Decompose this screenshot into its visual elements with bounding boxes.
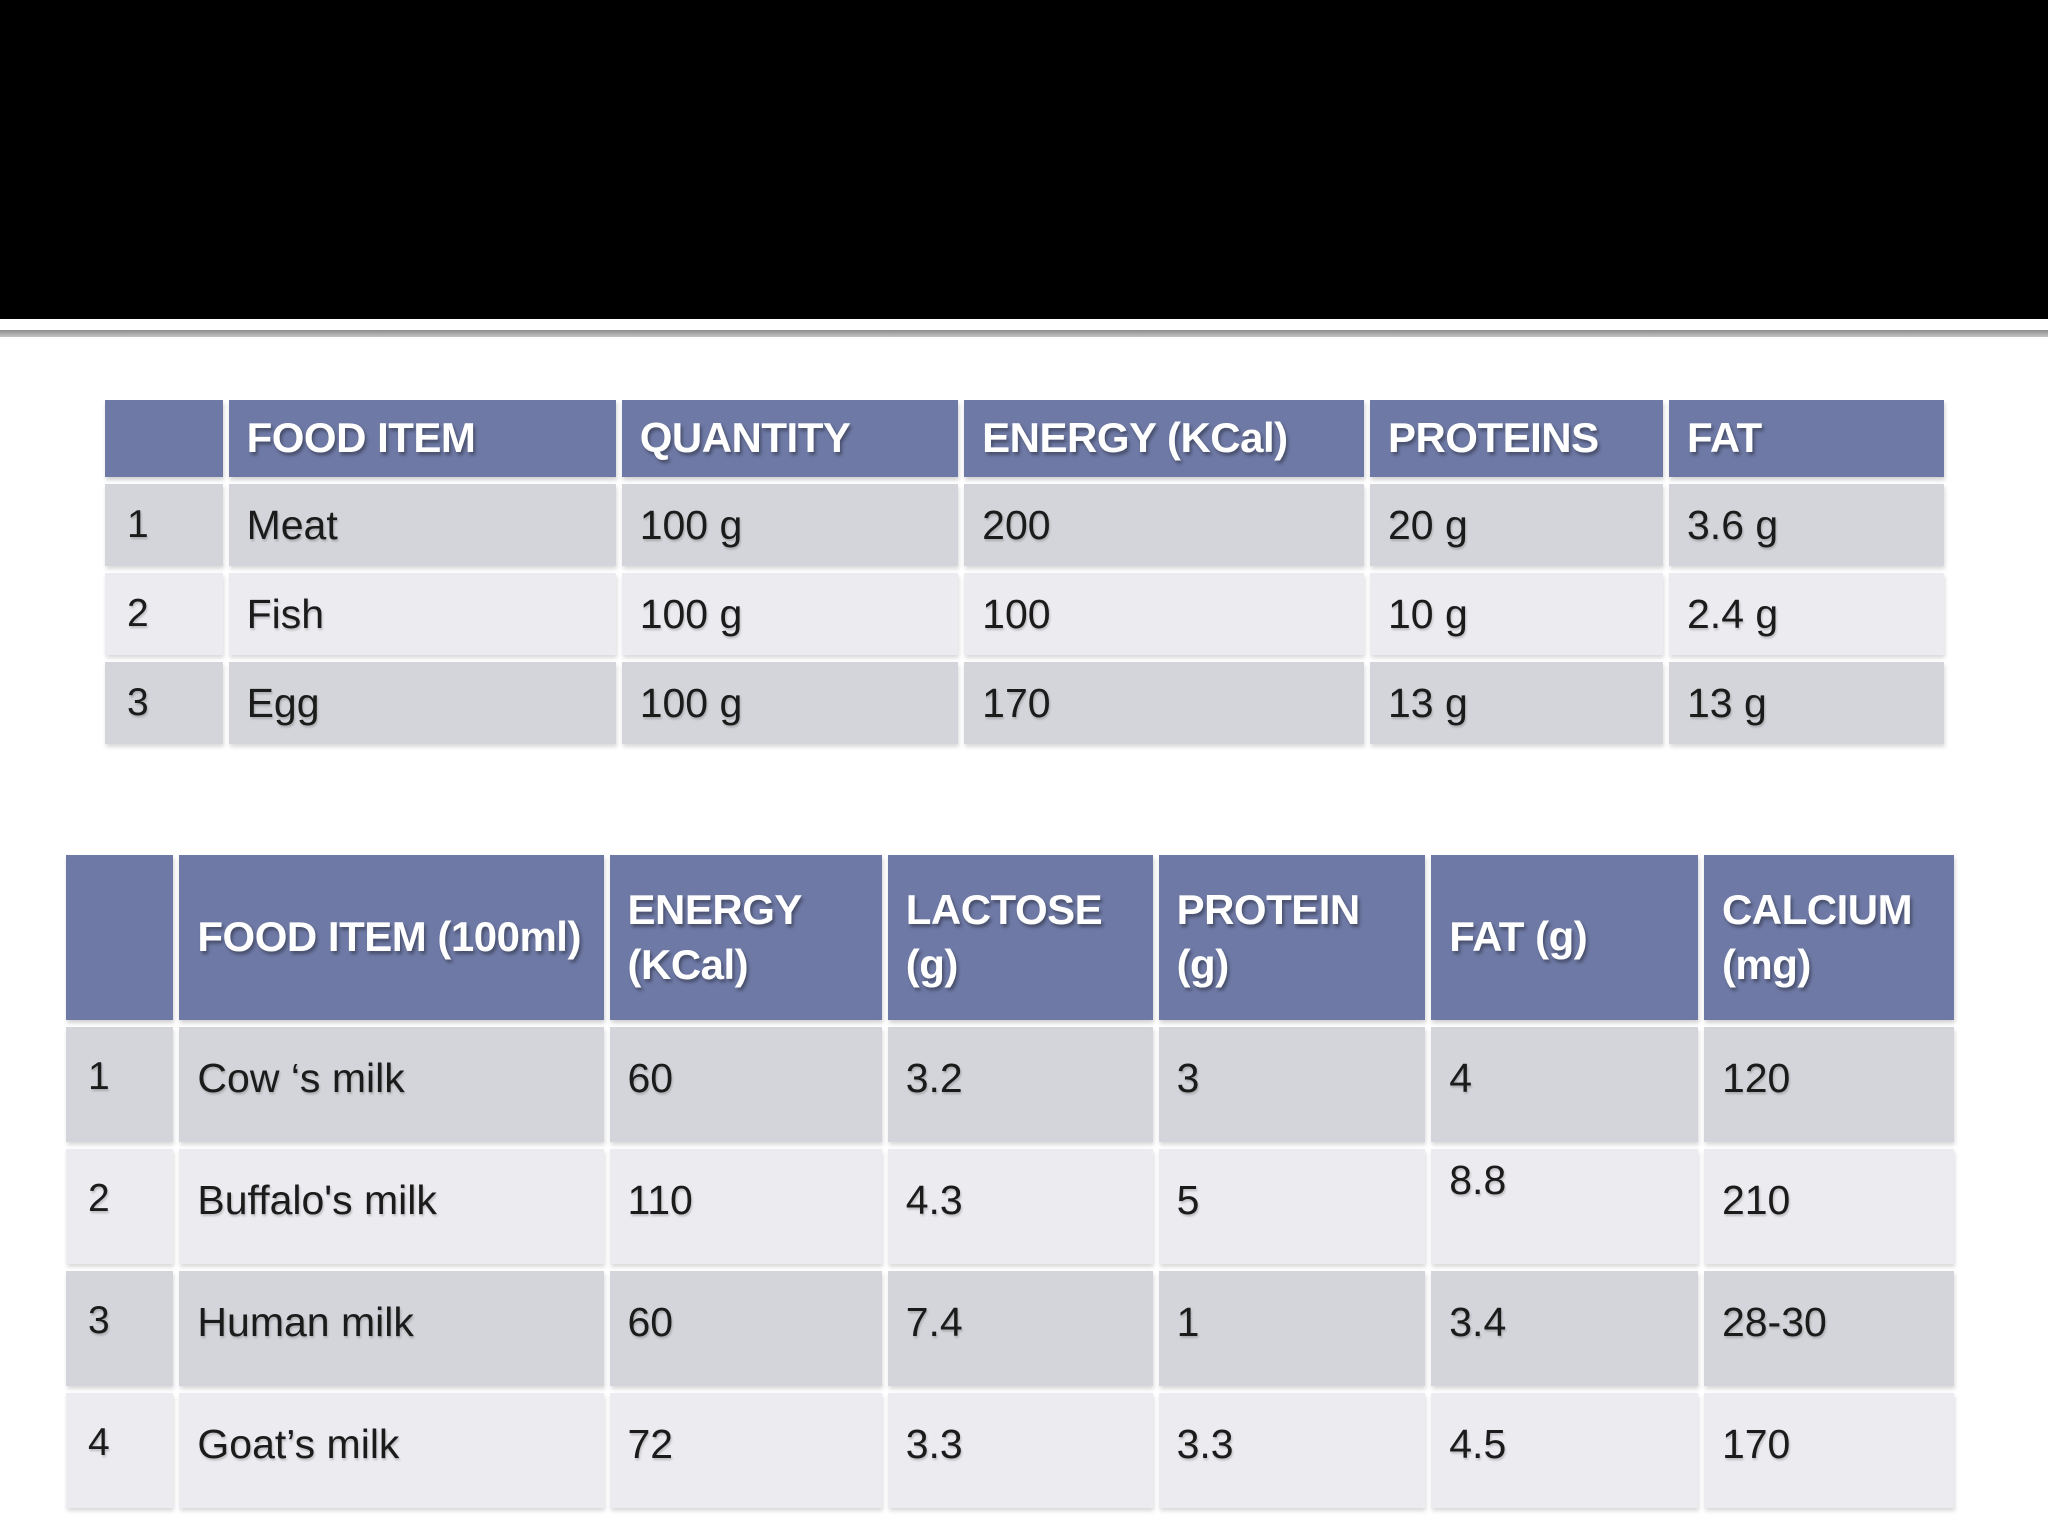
column-header: CALCIUM (mg) [1703, 855, 1954, 1020]
row-number-cell: 4 [66, 1393, 174, 1508]
data-cell: 3.3 [1158, 1393, 1426, 1508]
column-header: FAT (g) [1431, 855, 1698, 1020]
row-number-cell: 2 [66, 1149, 174, 1264]
data-cell: 100 g [621, 573, 959, 655]
data-cell: 200 [964, 484, 1364, 566]
data-cell: 5 [1158, 1149, 1426, 1264]
protein-foods-table: FOOD ITEM QUANTITY ENERGY (KCal) PROTEIN… [99, 393, 1950, 751]
data-cell: 20 g [1369, 484, 1663, 566]
data-cell: 13 g [1669, 662, 1944, 744]
data-cell: 120 [1703, 1027, 1954, 1142]
column-header [105, 400, 223, 477]
data-cell: 3.4 [1431, 1271, 1698, 1386]
data-cell: 8.8 [1431, 1149, 1698, 1264]
data-cell: 13 g [1369, 662, 1663, 744]
table-row: 4 Goat’s milk 72 3.3 3.3 4.5 170 [66, 1393, 1954, 1508]
row-number-cell: 2 [105, 573, 223, 655]
column-header: ENERGY (KCal) [964, 400, 1364, 477]
data-cell: Fish [228, 573, 616, 655]
data-cell: 100 g [621, 662, 959, 744]
column-header: PROTEIN (g) [1158, 855, 1426, 1020]
data-cell: 60 [609, 1271, 882, 1386]
row-number-cell: 3 [66, 1271, 174, 1386]
table-row: 1 Cow ‘s milk 60 3.2 3 4 120 [66, 1027, 1954, 1142]
table-row: 2 Buffalo's milk 110 4.3 5 8.8 210 [66, 1149, 1954, 1264]
row-number-cell: 1 [105, 484, 223, 566]
column-header: FOOD ITEM (100ml) [179, 855, 604, 1020]
data-cell: 60 [609, 1027, 882, 1142]
column-header [66, 855, 174, 1020]
data-cell: 170 [964, 662, 1364, 744]
column-header: LACTOSE (g) [887, 855, 1153, 1020]
data-cell: 170 [1703, 1393, 1954, 1508]
table-row: 3 Human milk 60 7.4 1 3.4 28-30 [66, 1271, 1954, 1386]
data-cell: Goat’s milk [179, 1393, 604, 1508]
data-cell: Egg [228, 662, 616, 744]
data-cell: 7.4 [887, 1271, 1153, 1386]
title-divider-line [0, 330, 2048, 337]
table-row: 1 Meat 100 g 200 20 g 3.6 g [105, 484, 1944, 566]
milk-nutrition-table: FOOD ITEM (100ml) ENERGY (KCal) LACTOSE … [60, 848, 1960, 1515]
column-header: PROTEINS [1369, 400, 1663, 477]
data-cell: 110 [609, 1149, 882, 1264]
column-header: FAT [1669, 400, 1944, 477]
table-row: 2 Fish 100 g 100 10 g 2.4 g [105, 573, 1944, 655]
data-cell: 4.3 [887, 1149, 1153, 1264]
column-header: FOOD ITEM [228, 400, 616, 477]
table-header-row: FOOD ITEM (100ml) ENERGY (KCal) LACTOSE … [66, 855, 1954, 1020]
column-header: ENERGY (KCal) [609, 855, 882, 1020]
data-cell: Buffalo's milk [179, 1149, 604, 1264]
data-cell: 2.4 g [1669, 573, 1944, 655]
data-cell: 3.6 g [1669, 484, 1944, 566]
data-cell: 28-30 [1703, 1271, 1954, 1386]
column-header: QUANTITY [621, 400, 959, 477]
data-cell: Meat [228, 484, 616, 566]
data-cell: 4 [1431, 1027, 1698, 1142]
data-cell: 3 [1158, 1027, 1426, 1142]
data-cell: 10 g [1369, 573, 1663, 655]
data-cell: 72 [609, 1393, 882, 1508]
row-number-cell: 1 [66, 1027, 174, 1142]
data-cell: Human milk [179, 1271, 604, 1386]
data-cell: 1 [1158, 1271, 1426, 1386]
table-row: 3 Egg 100 g 170 13 g 13 g [105, 662, 1944, 744]
data-cell: 100 [964, 573, 1364, 655]
data-cell: 3.3 [887, 1393, 1153, 1508]
table-header-row: FOOD ITEM QUANTITY ENERGY (KCal) PROTEIN… [105, 400, 1944, 477]
data-cell: 100 g [621, 484, 959, 566]
data-cell: 4.5 [1431, 1393, 1698, 1508]
data-cell: Cow ‘s milk [179, 1027, 604, 1142]
row-number-cell: 3 [105, 662, 223, 744]
title-band [0, 0, 2048, 319]
data-cell: 3.2 [887, 1027, 1153, 1142]
data-cell: 210 [1703, 1149, 1954, 1264]
